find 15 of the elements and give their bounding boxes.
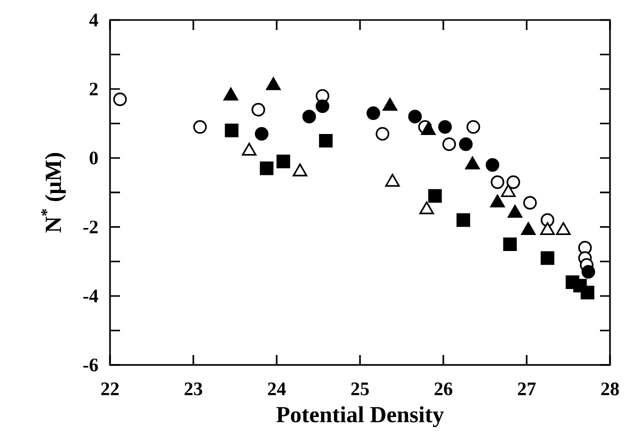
y-tick-label: 4 [89, 14, 98, 26]
x-tick-label: 27 [518, 382, 536, 396]
y-axis-title: N$^{*}$ (μM) [41, 153, 66, 233]
y-tick-label: -4 [83, 290, 98, 302]
y-tick-label: -6 [83, 358, 98, 372]
x-tick-label: 25 [351, 382, 369, 396]
x-tick-label: 23 [184, 382, 202, 396]
x-tick-label: 28 [601, 382, 619, 396]
y-tick-label: 2 [90, 82, 98, 96]
x-tick-label: 26 [434, 382, 452, 396]
x-tick-label: 22 [101, 382, 119, 396]
y-tick-label: 0 [90, 152, 98, 164]
x-axis-title: Potential Density [276, 406, 444, 428]
y-tick-label: -2 [83, 220, 98, 234]
x-tick-label: 24 [268, 382, 286, 396]
